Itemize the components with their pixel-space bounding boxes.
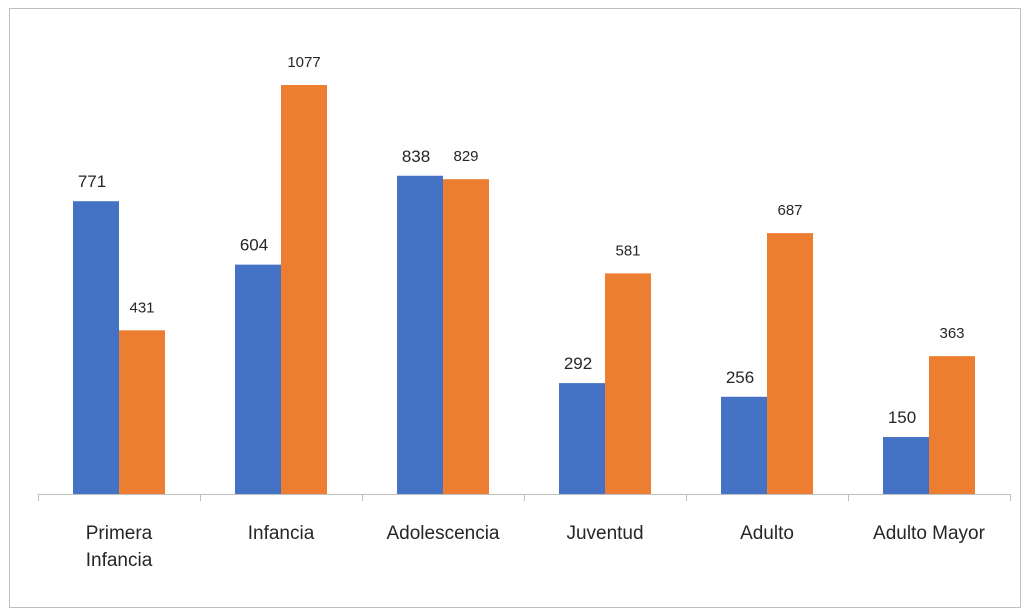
bar-series-2 xyxy=(605,273,651,494)
x-tick-label: Primera Infancia xyxy=(86,523,153,571)
bar-series-1 xyxy=(73,201,119,495)
data-label: 687 xyxy=(777,202,802,219)
bar-series-2 xyxy=(281,85,327,494)
data-label: 771 xyxy=(78,172,106,191)
data-label: 581 xyxy=(615,242,640,259)
x-tick-label: Adulto xyxy=(740,523,794,544)
x-tick-label: Adolescencia xyxy=(386,523,499,544)
bar-series-2 xyxy=(119,330,165,494)
chart-frame xyxy=(9,8,1021,608)
data-label: 292 xyxy=(564,354,592,373)
bar-series-2 xyxy=(929,356,975,494)
x-tick-label: Infancia xyxy=(248,523,315,544)
data-label: 256 xyxy=(726,368,754,387)
x-axis: Primera Infancia Infancia Adolescencia Juven… xyxy=(38,494,1011,571)
bar-series-1 xyxy=(883,437,929,494)
data-label: 829 xyxy=(453,148,478,165)
x-tick-label: Adulto Mayor xyxy=(873,523,986,544)
data-labels-layer: 771 604 838 292 256 150 431 1077 829 581 687 363 xyxy=(78,54,965,427)
data-label: 431 xyxy=(129,299,154,316)
bar-series-2 xyxy=(443,179,489,495)
data-label: 604 xyxy=(240,236,268,255)
x-tick-label: Juventud xyxy=(566,523,643,544)
data-label: 363 xyxy=(939,325,964,342)
bar-series-2 xyxy=(767,233,813,495)
grouped-bar-chart: 771 604 838 292 256 150 431 1077 829 581 687 363 Pr… xyxy=(38,54,1011,571)
bar-series-1 xyxy=(559,383,605,494)
data-label: 1077 xyxy=(287,54,320,71)
data-label: 150 xyxy=(888,408,916,427)
bar-series-1 xyxy=(397,175,443,494)
data-label: 838 xyxy=(402,147,430,166)
bar-series-1 xyxy=(235,264,281,494)
bars-layer xyxy=(73,85,975,495)
bar-series-1 xyxy=(721,396,767,494)
